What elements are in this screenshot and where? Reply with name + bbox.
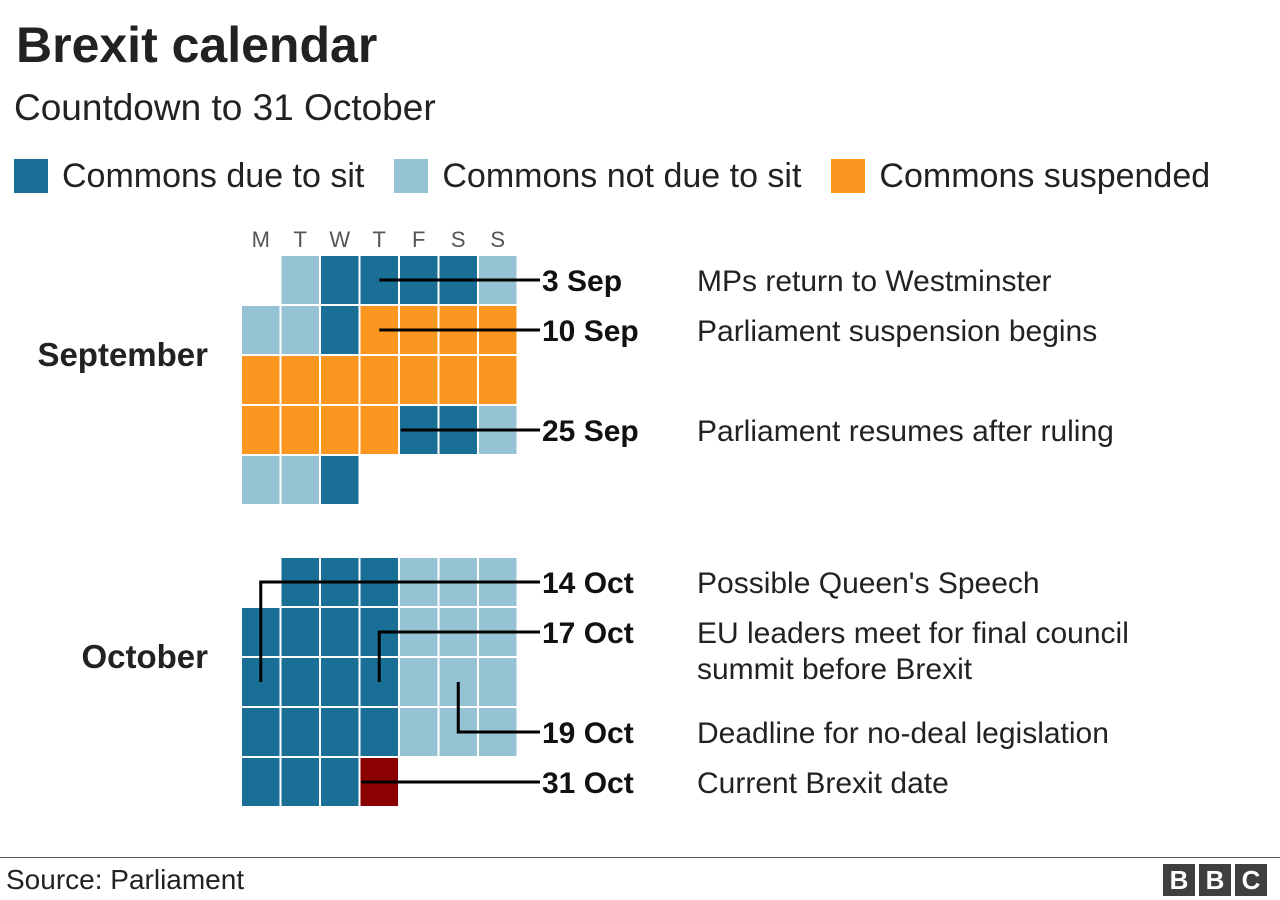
calendar-day-cell <box>279 304 321 356</box>
annotation-text: Current Brexit date <box>697 767 949 800</box>
annotation-date: 17 Oct <box>542 617 634 650</box>
calendar-day-cell <box>279 706 321 758</box>
calendar-day-cell <box>279 404 321 456</box>
annotation-date: 25 Sep <box>542 415 639 448</box>
calendar-day-cell <box>279 354 321 406</box>
legend-label-suspended: Commons suspended <box>879 156 1211 195</box>
calendar-day-cell <box>240 756 282 808</box>
weekday-header: T <box>294 227 307 252</box>
calendar-day-cell <box>319 354 361 406</box>
legend-label-sit: Commons due to sit <box>62 156 365 195</box>
calendar-day-cell <box>279 254 321 306</box>
annotation-date: 14 Oct <box>542 567 634 600</box>
calendar-day-cell <box>240 354 282 406</box>
calendar-day-cell <box>240 706 282 758</box>
weekday-header: W <box>329 227 350 252</box>
annotation-date: 19 Oct <box>542 717 634 750</box>
calendar-day-cell <box>279 756 321 808</box>
month-label: September <box>37 336 208 373</box>
annotation-text: summit before Brexit <box>697 653 973 686</box>
calendar-day-cell <box>319 606 361 658</box>
legend-swatch-sit <box>14 159 48 193</box>
bbc-logo-letter: B <box>1163 864 1195 896</box>
calendar-day-cell <box>358 354 400 406</box>
annotation-date: 31 Oct <box>542 767 634 800</box>
weekday-header: S <box>451 227 466 252</box>
calendar-day-cell <box>398 354 440 406</box>
annotation-leader-line <box>259 580 540 682</box>
month-label: October <box>81 638 208 675</box>
annotation-text: EU leaders meet for final council <box>697 617 1129 650</box>
calendar-day-cell <box>477 354 519 406</box>
annotation-text: Parliament suspension begins <box>697 315 1097 348</box>
legend-label-not-sit: Commons not due to sit <box>442 156 802 195</box>
calendar-day-cell <box>319 656 361 708</box>
calendar-day-cell <box>240 304 282 356</box>
legend-swatch-suspended <box>831 159 866 193</box>
legend-item-sit: Commons due to sit <box>14 157 364 196</box>
calendar-day-cell <box>358 706 400 758</box>
bbc-logo-letter: B <box>1199 864 1231 896</box>
calendar-day-cell <box>319 454 361 506</box>
source-note: Source: Parliament <box>6 864 245 895</box>
legend: Commons due to sit Commons not due to si… <box>14 157 1210 196</box>
calendar-day-cell <box>398 656 440 708</box>
annotation-text: Parliament resumes after ruling <box>697 415 1114 448</box>
annotation-leader-line <box>377 630 540 682</box>
annotation-date: 10 Sep <box>542 315 639 348</box>
calendar-day-cell <box>279 606 321 658</box>
calendar-day-cell <box>319 254 361 306</box>
annotation-leader-line <box>456 682 540 734</box>
annotation-text: Deadline for no-deal legislation <box>697 717 1109 750</box>
calendar-day-cell <box>319 404 361 456</box>
legend-item-not-sit: Commons not due to sit <box>394 157 801 196</box>
footer-divider <box>0 857 1280 858</box>
calendar-day-cell <box>319 304 361 356</box>
weekday-header: F <box>412 227 425 252</box>
annotation-date: 3 Sep <box>542 265 622 298</box>
calendar-day-cell <box>240 454 282 506</box>
calendar-day-cell <box>319 706 361 758</box>
annotation-text: Possible Queen's Speech <box>697 567 1040 600</box>
legend-swatch-not-sit <box>394 159 429 193</box>
calendar-day-cell <box>437 354 479 406</box>
calendar-day-cell <box>279 656 321 708</box>
bbc-logo-letter: C <box>1235 864 1267 896</box>
calendar-day-cell <box>279 454 321 506</box>
bbc-logo: B B C <box>1163 864 1267 896</box>
weekday-header: M <box>252 227 270 252</box>
calendar-day-cell <box>319 756 361 808</box>
chart-title: Brexit calendar <box>16 17 378 73</box>
legend-item-suspended: Commons suspended <box>831 157 1210 196</box>
chart-subtitle: Countdown to 31 October <box>14 87 436 128</box>
calendar-day-cell <box>358 404 400 456</box>
calendar-day-cell <box>477 656 519 708</box>
calendar-day-cell <box>398 706 440 758</box>
calendar-day-cell <box>240 404 282 456</box>
weekday-header: S <box>490 227 505 252</box>
weekday-header: T <box>373 227 386 252</box>
annotation-text: MPs return to Westminster <box>697 265 1052 298</box>
